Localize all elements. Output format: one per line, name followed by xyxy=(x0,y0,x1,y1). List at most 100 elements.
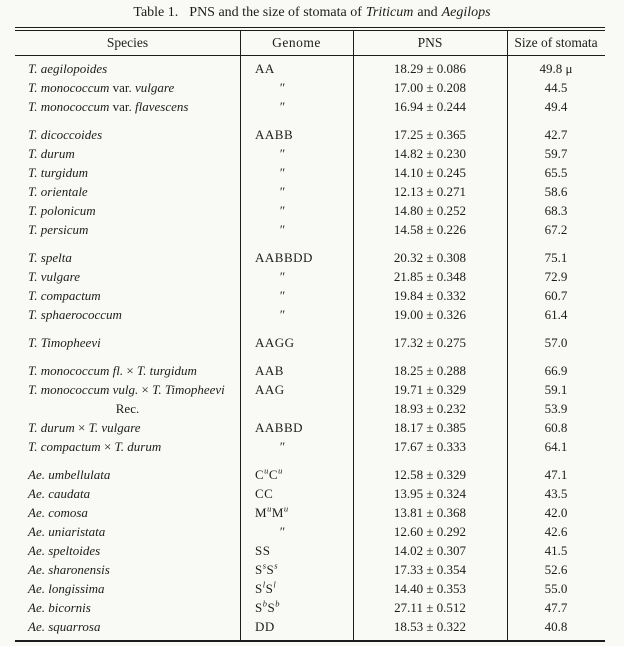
table-row: T. durum × T. vulgare AABBD 18.17 ± 0.385 6… xyxy=(15,418,605,437)
genome-cell: ″ xyxy=(240,305,353,324)
text-segment: AABBD xyxy=(255,420,304,435)
text-segment: S xyxy=(255,581,263,596)
text-segment: C xyxy=(268,467,279,482)
genome-cell: ″ xyxy=(240,97,353,116)
genome-cell: SsSs xyxy=(240,560,353,579)
table-row: T. persicum ″ 14.58 ± 0.226 67.2 xyxy=(15,220,605,239)
table-body: T. aegilopoides AA 18.29 ± 0.086 49.8 μ T. m… xyxy=(15,56,605,640)
stomata-size-cell: 43.5 xyxy=(544,486,568,501)
text-segment: DD xyxy=(255,619,275,634)
text-segment: M xyxy=(255,505,268,520)
table-row: Ae. sharonensis SsSs 17.33 ± 0.354 52.6 xyxy=(15,560,605,579)
pns-cell: 13.95 ± 0.324 xyxy=(393,486,467,501)
text-segment: T. vulgare xyxy=(88,420,141,435)
stomata-size-cell: 67.2 xyxy=(544,222,568,237)
table-row: T. sphaerococcum ″ 19.00 ± 0.326 61.4 xyxy=(15,305,605,324)
pns-cell: 14.10 ± 0.245 xyxy=(393,165,467,180)
species-cell: T. sphaerococcum xyxy=(15,305,240,324)
genome-superscript: s xyxy=(262,560,267,571)
genome-superscript: u xyxy=(264,465,269,476)
species-cell: T. monococcum fl. × T. turgidum xyxy=(15,361,240,380)
species-cell: T. orientale xyxy=(15,182,240,201)
stomata-size-cell: 49.4 xyxy=(544,99,568,114)
text-segment: AAGG xyxy=(255,335,295,350)
text-segment: × xyxy=(74,420,89,435)
table-row: Ae. comosa MuMu 13.81 ± 0.368 42.0 xyxy=(15,503,605,522)
pns-cell: 12.13 ± 0.271 xyxy=(393,184,467,199)
stomata-size-cell: 53.9 xyxy=(544,401,568,416)
pns-cell: 12.60 ± 0.292 xyxy=(393,524,467,539)
species-cell: Ae. sharonensis xyxy=(15,560,240,579)
row-group: T. aegilopoides AA 18.29 ± 0.086 49.8 μ T. m… xyxy=(15,59,605,116)
genome-cell: AABBDD xyxy=(240,248,353,267)
row-group: T. monococcum fl. × T. turgidum AAB 18.25 … xyxy=(15,361,605,456)
pns-cell: 14.58 ± 0.226 xyxy=(393,222,467,237)
genome-cell: SS xyxy=(240,541,353,560)
text-segment: Ae. caudata xyxy=(28,486,91,501)
stomata-size-cell: 42.7 xyxy=(544,127,568,142)
text-segment: vulgare xyxy=(135,80,175,95)
pns-cell: 14.02 ± 0.307 xyxy=(393,543,467,558)
text-segment: S xyxy=(255,600,263,615)
pns-cell: 17.33 ± 0.354 xyxy=(393,562,467,577)
pns-cell: 19.00 ± 0.326 xyxy=(393,307,467,322)
text-segment: T. durum xyxy=(114,439,162,454)
genome-cell: MuMu xyxy=(240,503,353,522)
text-segment: var. xyxy=(109,80,135,95)
table-row: T. durum ″ 14.82 ± 0.230 59.7 xyxy=(15,144,605,163)
genome-cell: ″ xyxy=(240,286,353,305)
stomata-size-cell: 75.1 xyxy=(544,250,568,265)
text-segment: Ae. sharonensis xyxy=(28,562,110,577)
table-row: T. dicoccoides AABB 17.25 ± 0.365 42.7 xyxy=(15,125,605,144)
text-segment: ″ xyxy=(279,222,285,237)
species-cell: T. monococcum vulg. × T. Timopheevi xyxy=(15,380,240,399)
text-segment: T. durum xyxy=(28,146,75,161)
genome-superscript: b xyxy=(262,598,268,609)
stomata-size-cell: 40.8 xyxy=(544,619,568,634)
title-genus-1: Triticum xyxy=(365,5,414,20)
text-segment: T. monococcum xyxy=(28,80,110,95)
column-header-species: Species xyxy=(106,35,149,50)
column-header-pns: PNS xyxy=(417,35,443,50)
stomata-size-cell: 44.5 xyxy=(544,80,568,95)
pns-cell: 14.40 ± 0.353 xyxy=(393,581,467,596)
genome-superscript: b xyxy=(275,598,280,609)
pns-cell: 18.29 ± 0.086 xyxy=(393,61,467,76)
table-row: T. polonicum ″ 14.80 ± 0.252 68.3 xyxy=(15,201,605,220)
text-segment: T. Timopheevi xyxy=(152,382,225,397)
text-segment: S xyxy=(266,562,275,577)
text-segment: ″ xyxy=(279,165,285,180)
pns-cell: 16.94 ± 0.244 xyxy=(393,99,467,114)
text-segment: ″ xyxy=(279,307,285,322)
genome-cell: ″ xyxy=(240,182,353,201)
text-segment: Ae. squarrosa xyxy=(28,619,101,634)
text-segment: T. dicoccoides xyxy=(28,127,103,142)
pns-cell: 19.84 ± 0.332 xyxy=(393,288,467,303)
genome-cell: ″ xyxy=(240,201,353,220)
text-segment: T. vulgare xyxy=(28,269,80,284)
text-segment: T. durum xyxy=(28,420,75,435)
text-segment: C xyxy=(255,467,265,482)
text-segment: T. aegilopoides xyxy=(28,61,108,76)
table-row: T. monococcum var. flavescens ″ 16.94 ± 0.… xyxy=(15,97,605,116)
stomata-size-cell: 47.1 xyxy=(544,467,568,482)
genome-cell xyxy=(240,399,353,418)
genome-superscript: l xyxy=(262,579,266,590)
row-group: Ae. umbellulata CuCu 12.58 ± 0.329 47.1 Ae. … xyxy=(15,465,605,636)
pns-cell: 13.81 ± 0.368 xyxy=(393,505,467,520)
genome-superscript: u xyxy=(283,503,289,514)
table-row: T. turgidum ″ 14.10 ± 0.245 65.5 xyxy=(15,163,605,182)
text-segment: flavescens xyxy=(135,99,189,114)
pns-cell: 12.58 ± 0.329 xyxy=(393,467,467,482)
genome-superscript: u xyxy=(278,465,283,476)
table-row: Rec. 18.93 ± 0.232 53.9 xyxy=(15,399,605,418)
column-divider-3 xyxy=(507,31,508,640)
species-cell: T. persicum xyxy=(15,220,240,239)
species-cell: T. compactum × T. durum xyxy=(15,437,240,456)
text-segment: S xyxy=(255,562,263,577)
table-row: T. compactum ″ 19.84 ± 0.332 60.7 xyxy=(15,286,605,305)
table-row: Ae. longissima SlSl 14.40 ± 0.353 55.0 xyxy=(15,579,605,598)
table-row: T. Timopheevi AAGG 17.32 ± 0.275 57.0 xyxy=(15,333,605,352)
stomata-size-cell: 55.0 xyxy=(544,581,568,596)
